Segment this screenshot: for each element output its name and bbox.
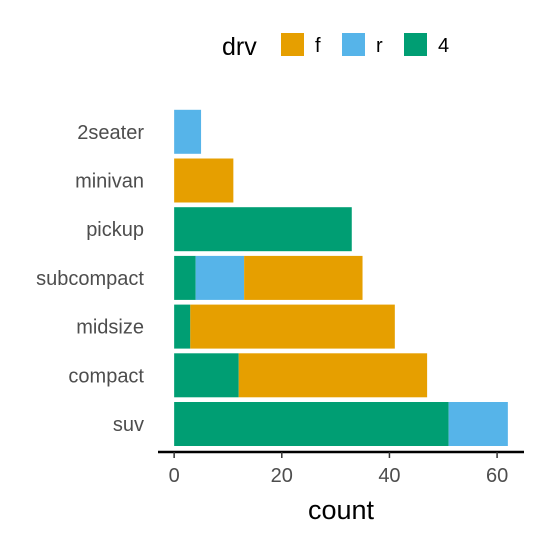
bars-group <box>174 110 508 446</box>
legend-label-r: r <box>376 35 383 57</box>
bar-compact-drv-4 <box>174 353 239 397</box>
bar-subcompact-drv-f <box>244 256 362 300</box>
bar-suv-drv-4 <box>174 402 449 446</box>
y-axis-labels: suv compact midsize subcompact pickup minivan… <box>36 122 144 436</box>
bar-minivan-drv-f <box>174 159 233 203</box>
y-tick-label: suv <box>113 414 144 436</box>
legend-key-4 <box>404 33 427 56</box>
x-axis-title: count <box>308 495 375 525</box>
legend-key-r <box>342 33 365 56</box>
bar-2seater-drv-r <box>174 110 201 154</box>
legend-title: drv <box>222 33 257 61</box>
legend-label-4: 4 <box>438 35 449 57</box>
x-tick-label: 60 <box>486 465 508 487</box>
y-tick-label: subcompact <box>36 268 144 290</box>
legend-label-f: f <box>315 35 321 57</box>
x-axis: 0 20 40 60 <box>158 452 524 487</box>
y-tick-label: 2seater <box>77 122 144 144</box>
y-tick-label: compact <box>68 365 144 387</box>
y-tick-label: minivan <box>75 171 144 193</box>
bar-suv-drv-r <box>449 402 508 446</box>
legend: drv f r 4 <box>222 33 449 61</box>
bar-midsize-drv-4 <box>174 305 190 349</box>
x-tick-label: 0 <box>169 465 180 487</box>
x-tick-label: 20 <box>271 465 293 487</box>
y-tick-label: midsize <box>76 317 144 339</box>
bar-subcompact-drv-4 <box>174 256 196 300</box>
x-tick-label: 40 <box>378 465 400 487</box>
bar-pickup-drv-4 <box>174 207 352 251</box>
bar-subcompact-drv-r <box>196 256 244 300</box>
y-tick-label: pickup <box>86 219 144 241</box>
bar-compact-drv-f <box>239 353 427 397</box>
legend-key-f <box>281 33 304 56</box>
bar-midsize-drv-f <box>190 305 395 349</box>
